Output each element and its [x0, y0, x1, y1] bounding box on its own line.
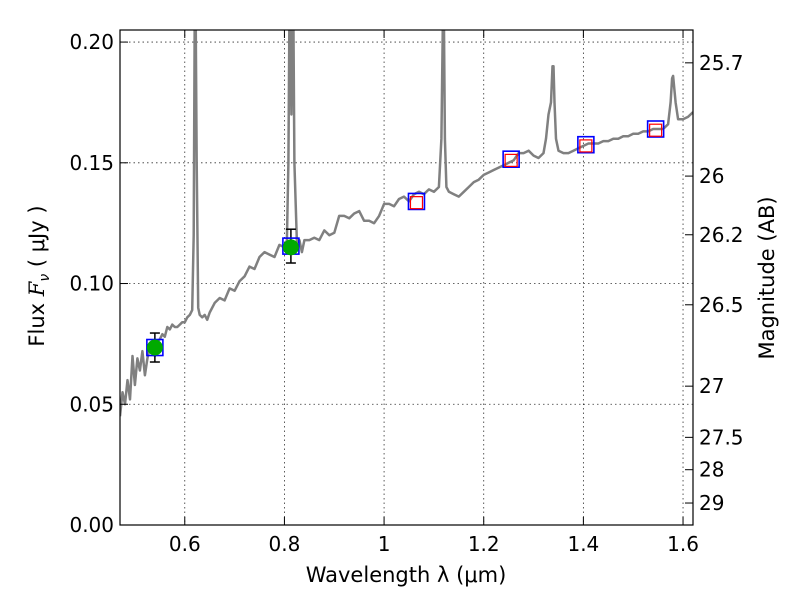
y-tick-label: 0.10	[69, 272, 114, 296]
model-square-marker	[502, 150, 520, 168]
mag-tick-label: 28	[699, 458, 724, 482]
x-tick-label: 1.2	[468, 532, 500, 556]
y-tick-label: 0.05	[69, 392, 114, 416]
y-tick-label: 0.15	[69, 151, 114, 175]
x-tick-label: 1.6	[667, 532, 699, 556]
mag-tick-label: 27	[699, 374, 724, 398]
ticks: 0.6 0.8 1 1.2 1.4 1.6 0.00 0.05 0.10 0.15 0.20 25.7…	[69, 30, 744, 556]
mag-tick-label: 25.7	[699, 51, 744, 75]
grid	[120, 30, 693, 526]
x-tick-label: 1	[378, 532, 391, 556]
plot-area	[120, 30, 693, 417]
red-square-marker	[649, 123, 663, 137]
axes	[119, 29, 694, 526]
y-axis-title-symbol: F	[25, 280, 49, 297]
model-square-marker	[646, 120, 665, 138]
red-square-marker	[579, 139, 593, 153]
mag-tick-label: 26	[699, 164, 724, 188]
red-square-marker	[409, 196, 424, 210]
x-axis-title: Wavelength λ (μm)	[306, 563, 507, 587]
y-tick-label: 0.00	[69, 513, 114, 537]
y-axis-title-prefix: Flux	[25, 296, 49, 346]
red-square-marker	[504, 153, 518, 167]
mag-tick-label: 26.5	[699, 293, 744, 317]
y-axis-title-left: Flux Fν ( μJy )	[25, 205, 53, 346]
mag-tick-label: 29	[699, 491, 724, 515]
mag-tick-label: 26.2	[699, 223, 744, 247]
y-axis-title-unit: ( μJy )	[25, 205, 49, 273]
y-axis-title-subscript: ν	[37, 274, 53, 282]
spectrum-line	[120, 30, 693, 417]
x-tick-label: 1.4	[567, 532, 599, 556]
plot-frame	[119, 29, 694, 526]
model-square-marker	[407, 192, 426, 211]
x-tick-label: 0.6	[169, 532, 201, 556]
observed-circle-marker	[282, 239, 299, 256]
y-axis-title-right: Magnitude (AB)	[755, 196, 779, 359]
model-square-marker	[577, 135, 595, 154]
mag-tick-label: 27.5	[699, 425, 744, 449]
observed-circle-marker	[146, 339, 163, 356]
y-tick-label: 0.20	[69, 30, 114, 54]
x-tick-label: 0.8	[269, 532, 301, 556]
